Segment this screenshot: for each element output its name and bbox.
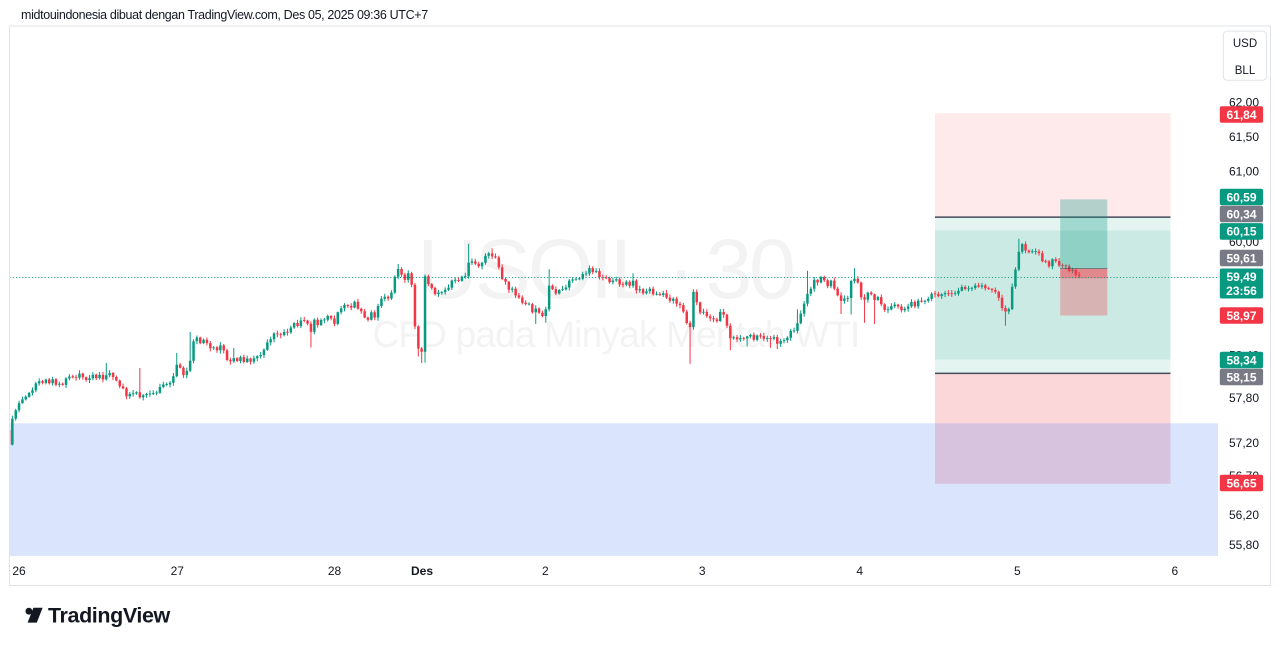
svg-text:62,00: 62,00 (1229, 96, 1259, 110)
svg-text:6: 6 (1171, 564, 1178, 578)
svg-text:56,20: 56,20 (1229, 508, 1259, 522)
svg-text:23:56: 23:56 (1226, 284, 1257, 298)
svg-text:58,97: 58,97 (1226, 309, 1256, 323)
svg-text:59,49: 59,49 (1226, 270, 1256, 284)
svg-text:5: 5 (1014, 564, 1021, 578)
svg-text:57,20: 57,20 (1229, 436, 1259, 450)
svg-text:Des: Des (411, 564, 433, 578)
svg-text:BLL: BLL (1235, 65, 1256, 77)
svg-text:TradingView: TradingView (48, 604, 171, 628)
svg-text:61,84: 61,84 (1226, 108, 1256, 122)
svg-text:61,00: 61,00 (1229, 164, 1259, 178)
svg-text:59,61: 59,61 (1226, 251, 1256, 265)
svg-text:60,34: 60,34 (1226, 207, 1256, 221)
svg-text:USOIL · 30: USOIL · 30 (417, 222, 793, 316)
svg-text:60,15: 60,15 (1226, 225, 1256, 239)
svg-text:CFD pada Minyak Mentah WTI: CFD pada Minyak Mentah WTI (372, 314, 859, 355)
svg-text:28: 28 (328, 564, 342, 578)
svg-text:58,15: 58,15 (1226, 370, 1256, 384)
svg-text:27: 27 (171, 564, 185, 578)
svg-text:USD: USD (1233, 38, 1257, 50)
svg-text:60,59: 60,59 (1226, 190, 1256, 204)
svg-text:2: 2 (542, 564, 549, 578)
svg-text:61,50: 61,50 (1229, 130, 1259, 144)
svg-text:55,80: 55,80 (1229, 538, 1259, 552)
svg-text:4: 4 (856, 564, 863, 578)
svg-text:57,80: 57,80 (1229, 391, 1259, 405)
svg-text:26: 26 (12, 564, 26, 578)
svg-text:3: 3 (699, 564, 706, 578)
svg-text:58,34: 58,34 (1226, 353, 1256, 367)
svg-text:56,65: 56,65 (1226, 476, 1256, 490)
svg-text:midtouindonesia dibuat dengan: midtouindonesia dibuat dengan TradingVie… (21, 8, 428, 22)
